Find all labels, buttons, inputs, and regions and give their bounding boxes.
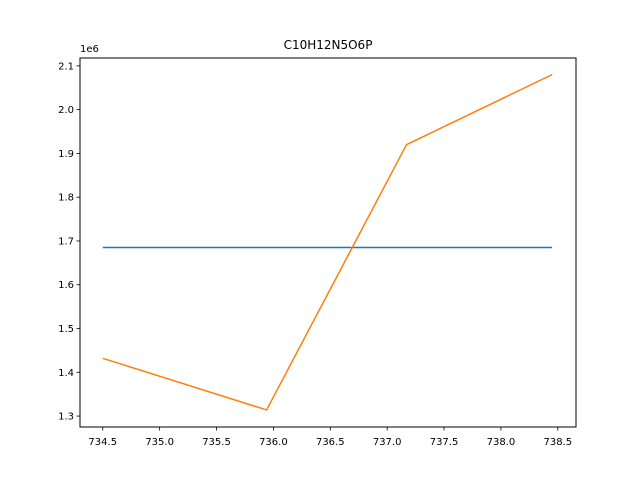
y-tick-label: 2.1 [58,61,74,72]
axis-ticks: 734.5 735.0 735.5 736.0 736.5 737.0 737.5 738.0… [58,61,572,448]
chart-title: C10H12N5O6P [284,38,373,52]
axes-frame [79,57,577,428]
y-offset-label: 1e6 [80,44,99,55]
x-tick-label: 737.0 [373,437,402,448]
x-tick-label: 736.5 [316,437,345,448]
plot-area [102,73,553,411]
x-tick-label: 736.0 [259,437,288,448]
y-tick-label: 1.6 [58,280,74,291]
x-tick-label: 738.0 [487,437,516,448]
y-tick-label: 1.4 [58,368,74,379]
x-tick-label: 737.5 [430,437,459,448]
x-tick-label: 735.0 [145,437,174,448]
y-tick-label: 1.5 [58,324,74,335]
y-tick-label: 2.0 [58,105,74,116]
x-tick-label: 735.5 [202,437,231,448]
y-tick-label: 1.9 [58,149,74,160]
series-line-2 [102,73,553,411]
y-tick-label: 1.7 [58,236,74,247]
y-tick-label: 1.3 [58,412,74,423]
y-tick-label: 1.8 [58,193,74,204]
x-tick-label: 738.5 [543,437,572,448]
x-tick-label: 734.5 [88,437,117,448]
